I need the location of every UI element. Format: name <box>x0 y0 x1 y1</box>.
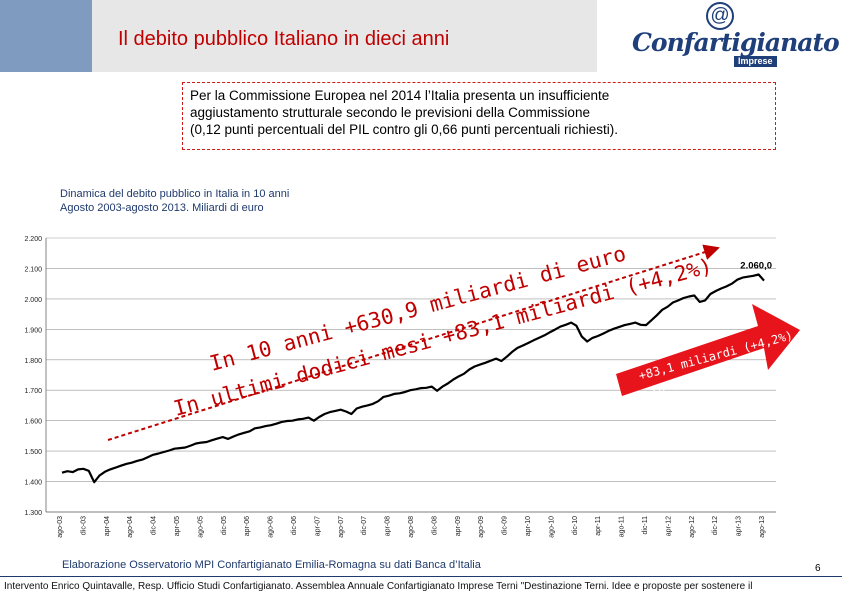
annotation-last-12-months: In ultimi dodici mesi +83,1 miliardi (+4… <box>171 254 715 421</box>
header-left-block <box>0 0 92 72</box>
note-line-1: Per la Commissione Europea nel 2014 l’It… <box>190 88 610 103</box>
debt-series-line <box>61 273 765 484</box>
x-tick-label: apr-13 <box>736 516 743 536</box>
x-tick-label: dic-03 <box>80 516 87 535</box>
x-tick-label: ago-07 <box>338 516 345 538</box>
y-tick-label: 1.500 <box>24 449 42 456</box>
note-line-3: (0,12 punti percentuali del PIL contro g… <box>190 122 618 137</box>
x-tick-label: dic-11 <box>642 516 649 535</box>
note-line-2: aggiustamento strutturale secondo le pre… <box>190 105 590 120</box>
at-symbol-icon: @ <box>706 2 734 30</box>
footer-divider <box>0 576 842 577</box>
y-tick-label: 1.600 <box>24 419 42 426</box>
data-source: Elaborazione Osservatorio MPI Confartigi… <box>62 559 481 571</box>
logo-wordmark: Confartigianato <box>632 28 840 57</box>
x-tick-label: apr-05 <box>174 516 181 536</box>
growth-arrow <box>616 304 800 396</box>
x-tick-label: dic-07 <box>361 516 368 535</box>
y-tick-label: 2.100 <box>24 266 42 273</box>
x-tick-label: dic-12 <box>712 516 719 535</box>
chart-caption-line-2: Agosto 2003-agosto 2013. Miliardi di eur… <box>60 202 264 214</box>
y-tick-label: 1.900 <box>24 327 42 334</box>
footer-caption: Intervento Enrico Quintavalle, Resp. Uff… <box>4 581 753 592</box>
x-tick-label: dic-06 <box>291 516 298 535</box>
x-tick-label: ago-10 <box>548 516 555 538</box>
trend-arrow <box>107 244 720 441</box>
y-tick-label: 1.700 <box>24 388 42 395</box>
x-tick-label: dic-08 <box>431 516 438 535</box>
last-value-label: 2.060,0 <box>740 261 772 272</box>
page-number: 6 <box>815 563 821 574</box>
y-tick-label: 1.800 <box>24 358 42 365</box>
x-tick-label: apr-06 <box>244 516 251 536</box>
x-tick-label: apr-10 <box>525 516 532 536</box>
x-tick-label: dic-09 <box>502 516 509 535</box>
x-tick-label: ago-09 <box>478 516 485 538</box>
x-tick-label: apr-09 <box>455 516 462 536</box>
y-tick-label: 1.300 <box>24 510 42 517</box>
logo-subtitle: Imprese <box>734 56 777 67</box>
page-title: Il debito pubblico Italiano in dieci ann… <box>118 28 450 50</box>
x-tick-label: dic-10 <box>572 516 579 535</box>
y-tick-label: 2.200 <box>24 236 42 243</box>
x-tick-label: ago-04 <box>127 516 134 538</box>
x-tick-label: dic-04 <box>151 516 158 535</box>
x-tick-label: ago-05 <box>197 516 204 538</box>
header-bar <box>92 0 597 72</box>
x-tick-label: apr-08 <box>385 516 392 536</box>
x-tick-label: apr-04 <box>104 516 111 536</box>
confartigianato-logo: @ Confartigianato Imprese <box>628 2 840 70</box>
x-tick-label: ago-13 <box>759 516 766 538</box>
y-tick-label: 1.400 <box>24 480 42 487</box>
x-tick-label: dic-05 <box>221 516 228 535</box>
x-tick-label: ago-08 <box>408 516 415 538</box>
chart-caption-line-1: Dinamica del debito pubblico in Italia i… <box>60 188 290 200</box>
x-tick-label: apr-11 <box>595 516 602 536</box>
x-tick-label: apr-07 <box>314 516 321 536</box>
commission-note-box: Per la Commissione Europea nel 2014 l’It… <box>182 82 776 150</box>
x-tick-label: ago-03 <box>57 516 64 538</box>
debt-line-chart: 2.200 2.100 2.000 1.900 1.800 1.700 1.600 1.500… <box>24 236 800 538</box>
x-tick-label: ago-12 <box>689 516 696 538</box>
chart-caption: Dinamica del debito pubblico in Italia i… <box>60 187 289 215</box>
x-tick-label: ago-06 <box>268 516 275 538</box>
x-tick-label: apr-12 <box>665 516 672 536</box>
y-tick-label: 2.000 <box>24 297 42 304</box>
x-tick-label: ago-11 <box>619 516 626 537</box>
